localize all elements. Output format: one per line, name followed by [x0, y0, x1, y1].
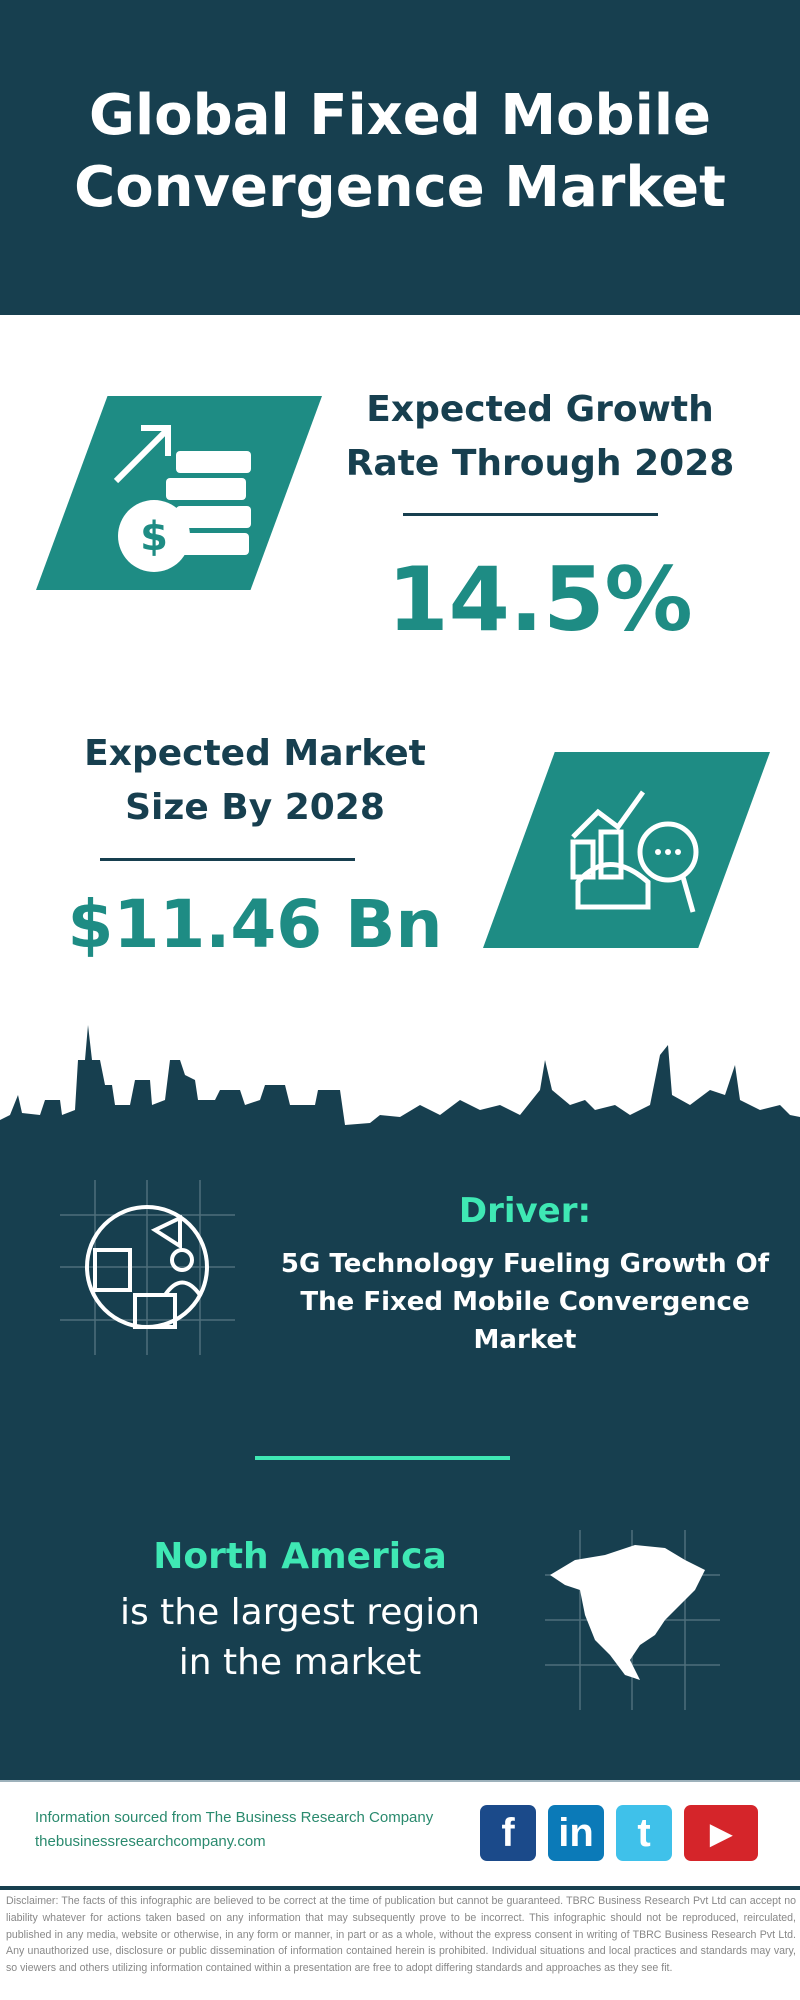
page-title: Global Fixed Mobile Convergence Market [0, 80, 800, 224]
city-skyline [0, 1025, 800, 1150]
region-text: is the largest region in the market [60, 1588, 540, 1688]
svg-text:$: $ [140, 514, 168, 560]
growth-label-line2: Rate Through 2028 [345, 443, 735, 484]
market-size-value: $11.46 Bn [67, 886, 443, 963]
driver-text: 5G Technology Fueling Growth Of The Fixe… [280, 1249, 770, 1355]
website-link[interactable]: thebusinessresearchcompany.com [35, 1833, 266, 1850]
growth-value: 14.5% [387, 548, 693, 651]
divider [100, 858, 355, 861]
linkedin-icon[interactable]: in [548, 1805, 604, 1861]
source-info: Information sourced from The Business Re… [35, 1806, 433, 1854]
growth-icon-panel: $ [36, 396, 322, 590]
facebook-icon[interactable]: f [480, 1805, 536, 1861]
growth-label: Expected Growth Rate Through 2028 [340, 383, 740, 491]
social-links: f in t ▶ [480, 1805, 758, 1861]
market-icon-panel [483, 752, 770, 948]
disclaimer: Disclaimer: The facts of this infographi… [6, 1895, 796, 1975]
divider [403, 513, 658, 516]
growth-label-line1: Expected Growth [366, 389, 714, 430]
market-size-label: Expected Market Size By 2028 [55, 727, 455, 835]
title-line-1: Global Fixed Mobile [89, 83, 711, 148]
header [0, 0, 800, 315]
market-label-line2: Size By 2028 [125, 787, 385, 828]
divider [0, 1886, 800, 1890]
youtube-icon[interactable]: ▶ [684, 1805, 758, 1861]
market-label-line1: Expected Market [84, 733, 426, 774]
source-text: Information sourced from The Business Re… [35, 1809, 434, 1826]
divider [0, 1780, 800, 1782]
twitter-icon[interactable]: t [616, 1805, 672, 1861]
region-line2: in the market [178, 1642, 422, 1683]
region-line1: is the largest region [119, 1592, 481, 1633]
market-analysis-icon [570, 790, 699, 913]
divider [255, 1456, 510, 1460]
title-line-2: Convergence Market [74, 155, 726, 220]
region-name: North America [153, 1536, 447, 1577]
north-america-map-icon [545, 1530, 720, 1710]
money-growth-icon: $ [113, 425, 251, 572]
dark-section [0, 1145, 800, 1780]
driver-heading: Driver: [458, 1191, 592, 1231]
marketing-icon [60, 1180, 235, 1355]
